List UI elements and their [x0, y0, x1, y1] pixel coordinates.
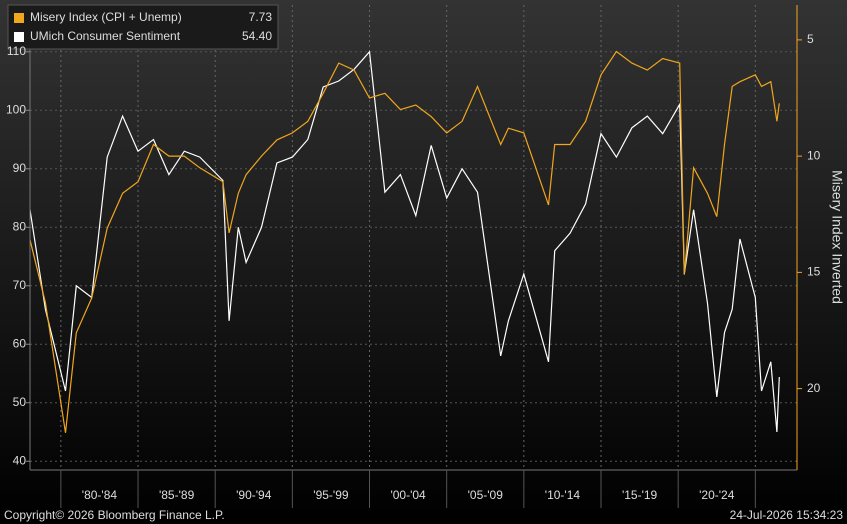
y-tick-label: 90 — [13, 161, 27, 175]
footer-left: Copyright© 2026 Bloomberg Finance L.P. — [4, 508, 225, 522]
footer-right: 24-Jul-2026 15:34:23 — [730, 508, 844, 522]
y2-tick-label: 15 — [807, 265, 821, 279]
y-tick-label: 80 — [13, 219, 27, 233]
legend-swatch — [14, 32, 24, 42]
y2-tick-label: 10 — [807, 148, 821, 162]
x-tick-label: '05-'09 — [468, 488, 504, 502]
legend-label: Misery Index (CPI + Unemp) — [30, 10, 182, 24]
legend-value: 54.40 — [242, 29, 272, 43]
x-tick-label: '85-'89 — [159, 488, 195, 502]
y2-axis-title: Misery Index Inverted — [829, 170, 845, 304]
y-tick-label: 60 — [13, 336, 27, 350]
y-tick-label: 70 — [13, 278, 27, 292]
x-tick-label: '00-'04 — [390, 488, 426, 502]
legend-swatch — [14, 13, 24, 23]
y2-tick-label: 5 — [807, 32, 814, 46]
y2-tick-label: 20 — [807, 381, 821, 395]
legend-box — [7, 4, 279, 50]
y-tick-label: 50 — [13, 395, 27, 409]
series-line — [29, 50, 780, 433]
legend-value: 7.73 — [249, 10, 273, 24]
x-tick-label: '95-'99 — [313, 488, 349, 502]
legend-label: UMich Consumer Sentiment — [30, 29, 181, 43]
y-tick-label: 40 — [13, 453, 27, 467]
series-line — [29, 50, 780, 433]
x-tick-label: '80-'84 — [82, 488, 118, 502]
y-tick-label: 110 — [7, 44, 26, 58]
x-tick-label: '90-'94 — [236, 488, 272, 502]
y-tick-label: 100 — [6, 102, 26, 116]
x-tick-label: '10-'14 — [545, 488, 581, 502]
x-tick-label: '15-'19 — [622, 488, 658, 502]
x-tick-label: '20-'24 — [699, 488, 735, 502]
